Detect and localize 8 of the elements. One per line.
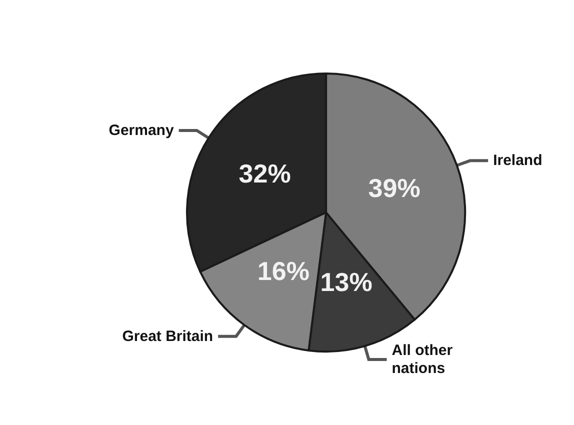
slice-label: All other nations (392, 342, 453, 377)
data-label: 32% (238, 158, 291, 189)
slice-label: Ireland (493, 152, 542, 170)
slice-label: Germany (108, 122, 174, 139)
data-label: 13% (320, 267, 372, 298)
data-label: 16% (257, 256, 310, 286)
slice-label: Great Britain (122, 328, 214, 345)
data-label: 39% (368, 172, 420, 203)
